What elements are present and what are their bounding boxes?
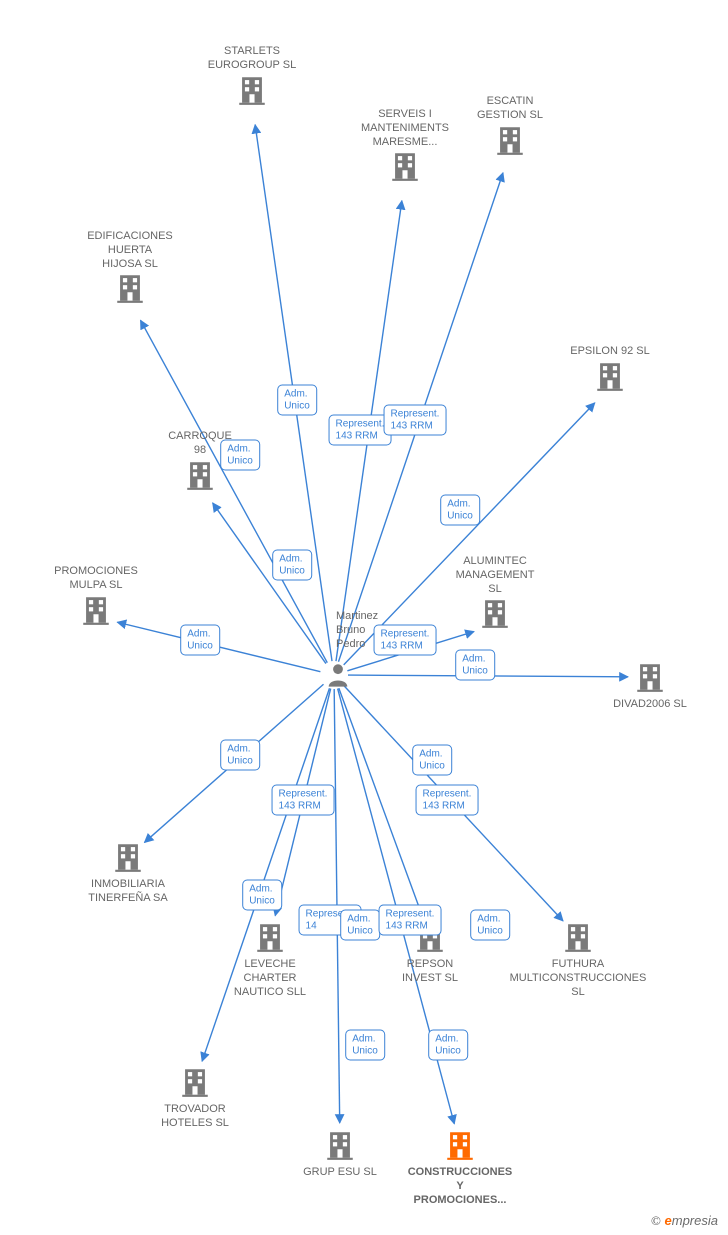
edge-line bbox=[339, 688, 423, 916]
building-icon bbox=[79, 593, 113, 627]
company-label: PROMOCIONESMULPA SL bbox=[26, 565, 166, 593]
footer-copyright: © empresia bbox=[651, 1213, 718, 1229]
company-node-grupesu[interactable]: GRUP ESU SL bbox=[270, 1128, 410, 1180]
company-node-edific[interactable]: EDIFICACIONESHUERTAHIJOSA SL bbox=[60, 230, 200, 309]
company-label: EDIFICACIONESHUERTAHIJOSA SL bbox=[60, 230, 200, 271]
company-label: ALUMINTECMANAGEMENTSL bbox=[425, 555, 565, 596]
person-icon bbox=[324, 660, 352, 690]
edge-label: Adm.Unico bbox=[455, 650, 495, 681]
edge-label: Represent.143 RRM bbox=[416, 785, 479, 816]
building-icon bbox=[183, 458, 217, 492]
company-label: DIVAD2006 SL bbox=[580, 698, 720, 712]
edge-label: Adm.Unico bbox=[412, 745, 452, 776]
company-node-futhura[interactable]: FUTHURAMULTICONSTRUCCIONES SL bbox=[508, 920, 648, 999]
building-icon bbox=[633, 660, 667, 694]
edge-label: Adm.Unico bbox=[242, 880, 282, 911]
edge-label: Adm.Unico bbox=[470, 910, 510, 941]
edge-label: Adm.Unico bbox=[440, 495, 480, 526]
edge-label: Adm.Unico bbox=[345, 1030, 385, 1061]
building-icon bbox=[235, 73, 269, 107]
edge-label: Represent.143 RRM bbox=[272, 785, 335, 816]
building-icon bbox=[388, 149, 422, 183]
brand-rest: mpresia bbox=[672, 1213, 718, 1228]
edge-label: Represent.143 RRM bbox=[374, 625, 437, 656]
company-node-epsilon[interactable]: EPSILON 92 SL bbox=[540, 345, 680, 397]
company-node-escatin[interactable]: ESCATINGESTION SL bbox=[440, 95, 580, 161]
company-node-trovador[interactable]: TROVADORHOTELES SL bbox=[125, 1065, 265, 1131]
company-label: INMOBILIARIATINERFEÑA SA bbox=[58, 878, 198, 906]
edge-label: Represent.143 RRM bbox=[329, 415, 392, 446]
building-icon bbox=[113, 271, 147, 305]
company-node-promociones[interactable]: PROMOCIONESMULPA SL bbox=[26, 565, 166, 631]
building-icon bbox=[561, 920, 595, 954]
building-icon bbox=[178, 1065, 212, 1099]
edge-line bbox=[213, 503, 326, 664]
company-node-construc[interactable]: CONSTRUCCIONESYPROMOCIONES... bbox=[390, 1128, 530, 1207]
company-label: TROVADORHOTELES SL bbox=[125, 1103, 265, 1131]
company-node-starlets[interactable]: STARLETSEUROGROUP SL bbox=[182, 45, 322, 111]
building-icon bbox=[443, 1128, 477, 1162]
building-icon bbox=[323, 1128, 357, 1162]
edge-label: Represent.143 RRM bbox=[384, 405, 447, 436]
company-label: EPSILON 92 SL bbox=[540, 345, 680, 359]
copyright-symbol: © bbox=[651, 1213, 661, 1228]
company-node-divad[interactable]: DIVAD2006 SL bbox=[580, 660, 720, 712]
company-label: STARLETSEUROGROUP SL bbox=[182, 45, 322, 73]
brand-first-letter: e bbox=[665, 1213, 672, 1228]
company-node-inmobiliaria[interactable]: INMOBILIARIATINERFEÑA SA bbox=[58, 840, 198, 906]
building-icon bbox=[593, 359, 627, 393]
building-icon bbox=[253, 920, 287, 954]
company-label: GRUP ESU SL bbox=[270, 1166, 410, 1180]
edge-label: Adm.Unico bbox=[180, 625, 220, 656]
edge-label: Adm.Unico bbox=[340, 910, 380, 941]
building-icon bbox=[493, 123, 527, 157]
building-icon bbox=[478, 596, 512, 630]
edge-label: Adm.Unico bbox=[272, 550, 312, 581]
company-label: LEVECHECHARTERNAUTICO SLL bbox=[200, 958, 340, 999]
company-node-alumintec[interactable]: ALUMINTECMANAGEMENTSL bbox=[425, 555, 565, 634]
company-label: ESCATINGESTION SL bbox=[440, 95, 580, 123]
company-label: FUTHURAMULTICONSTRUCCIONES SL bbox=[508, 958, 648, 999]
edge-label: Adm.Unico bbox=[220, 440, 260, 471]
edge-label: Represent.143 RRM bbox=[379, 905, 442, 936]
company-label: CONSTRUCCIONESYPROMOCIONES... bbox=[390, 1166, 530, 1207]
edge-label: Adm.Unico bbox=[428, 1030, 468, 1061]
company-label: REPSONINVEST SL bbox=[360, 958, 500, 986]
center-person-label: MartinezBrunoPedro bbox=[336, 610, 378, 651]
edge-label: Adm.Unico bbox=[277, 385, 317, 416]
edge-label: Adm.Unico bbox=[220, 740, 260, 771]
building-icon bbox=[111, 840, 145, 874]
